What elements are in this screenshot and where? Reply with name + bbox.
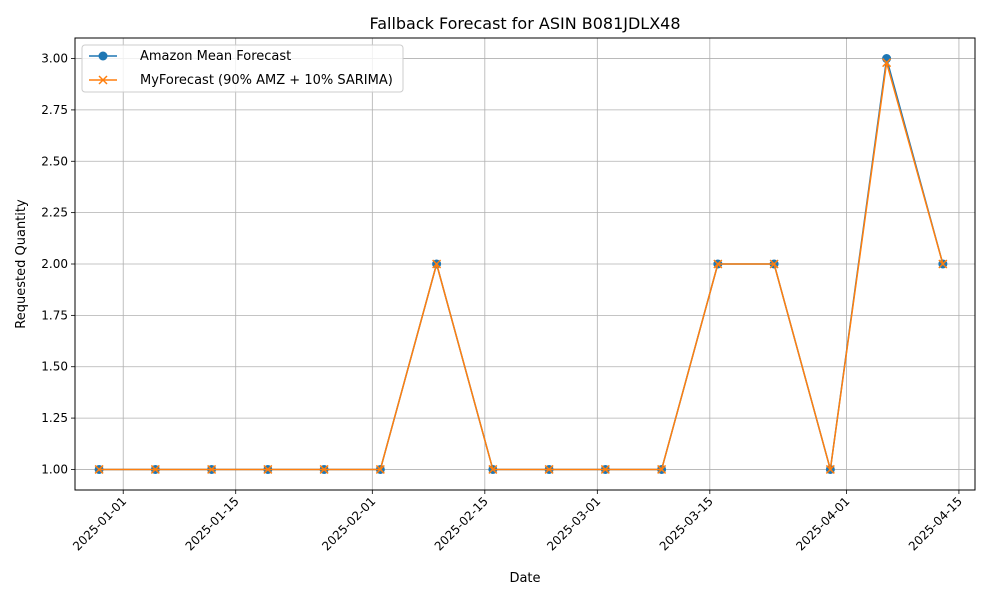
y-tick-label: 1.00	[41, 462, 68, 476]
legend-label-myforecast: MyForecast (90% AMZ + 10% SARIMA)	[140, 73, 393, 88]
series-layer	[94, 54, 948, 474]
data-point	[150, 464, 160, 474]
data-point	[207, 464, 217, 474]
y-tick-label: 2.00	[41, 257, 68, 271]
x-axis-label: Date	[509, 571, 540, 586]
data-point	[769, 259, 779, 269]
y-axis-label: Requested Quantity	[14, 199, 29, 329]
y-tick-label: 2.50	[41, 154, 68, 168]
data-point	[544, 464, 554, 474]
data-point	[488, 464, 498, 474]
data-point	[938, 259, 948, 269]
y-tick-label: 1.50	[41, 360, 68, 374]
legend-label-amazon: Amazon Mean Forecast	[140, 49, 291, 64]
chart-title: Fallback Forecast for ASIN B081JDLX48	[369, 14, 680, 33]
data-point	[713, 259, 723, 269]
series-line	[99, 61, 944, 471]
y-tick-label: 1.75	[41, 308, 68, 322]
legend-box	[81, 44, 404, 93]
y-tick-label: 2.75	[41, 103, 68, 117]
series-1	[94, 58, 948, 474]
legend: Amazon Mean Forecast MyForecast (90% AMZ…	[81, 44, 404, 93]
y-tick-label: 2.25	[41, 206, 68, 220]
y-tick-label: 3.00	[41, 52, 68, 66]
data-point	[263, 464, 273, 474]
data-point	[94, 464, 104, 474]
y-tick-label: 1.25	[41, 411, 68, 425]
data-point	[600, 464, 610, 474]
y-axis: 1.00 1.25 1.50 1.75 2.00 2.25 2.50 2.75 3.00	[41, 52, 75, 476]
legend-marker-myforecast	[98, 75, 108, 85]
data-point	[319, 464, 329, 474]
legend-marker-amazon	[98, 51, 108, 61]
data-point	[375, 464, 385, 474]
data-point	[657, 464, 667, 474]
data-point	[432, 259, 442, 269]
data-point	[882, 58, 892, 68]
data-point	[825, 464, 835, 474]
